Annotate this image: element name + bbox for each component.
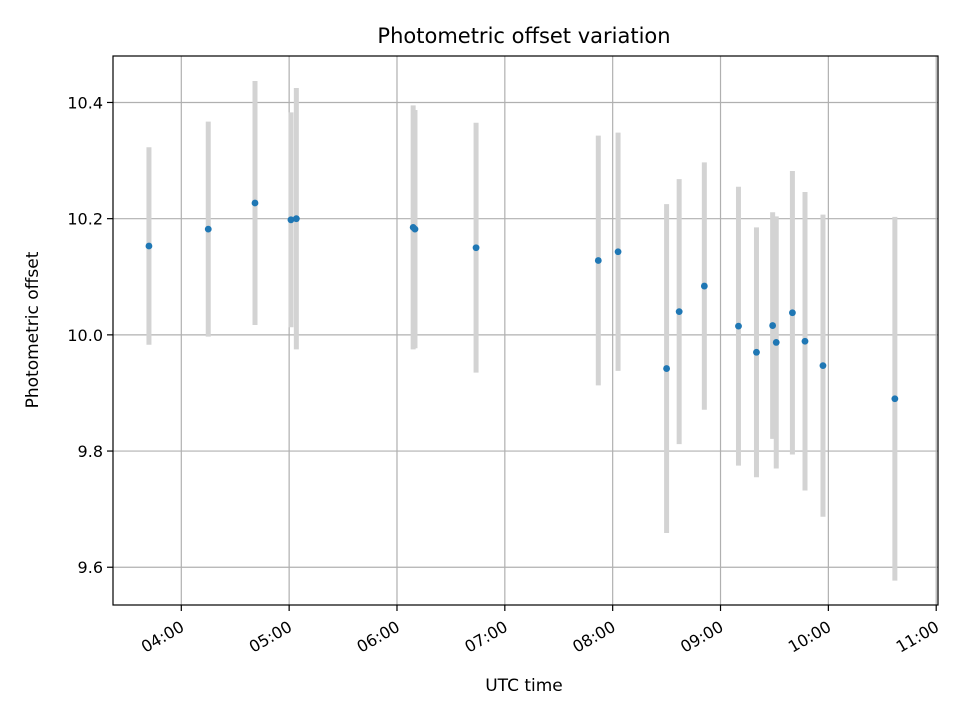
y-tick-label: 10.2	[67, 210, 103, 229]
data-point	[789, 309, 796, 317]
data-point	[769, 322, 777, 329]
data-point	[594, 257, 602, 264]
y-tick-label: 10.4	[67, 93, 103, 112]
data-point	[663, 365, 670, 372]
data-point	[675, 308, 683, 316]
y-tick-label: 9.6	[78, 558, 103, 577]
x-axis-title: UTC time	[485, 676, 563, 696]
data-point	[772, 339, 780, 346]
y-tick-label: 10.0	[67, 326, 103, 345]
data-point	[753, 348, 760, 356]
data-point	[801, 337, 809, 345]
data-point	[700, 282, 708, 290]
y-axis-title: Photometric offset	[23, 251, 43, 408]
data-point	[819, 362, 827, 370]
data-point	[145, 242, 153, 250]
data-point	[891, 395, 899, 403]
grid-layer	[113, 56, 938, 605]
data-point	[735, 322, 742, 330]
plot-frame	[112, 55, 939, 606]
chart-title: Photometric offset variation	[377, 24, 670, 48]
point-layer	[145, 199, 899, 403]
y-tick-label: 9.8	[78, 442, 103, 461]
data-point	[287, 216, 295, 224]
data-point	[204, 225, 212, 233]
data-point	[472, 244, 480, 252]
data-point	[292, 215, 300, 223]
data-point	[251, 199, 259, 207]
data-point	[411, 225, 419, 233]
data-point	[614, 248, 622, 256]
